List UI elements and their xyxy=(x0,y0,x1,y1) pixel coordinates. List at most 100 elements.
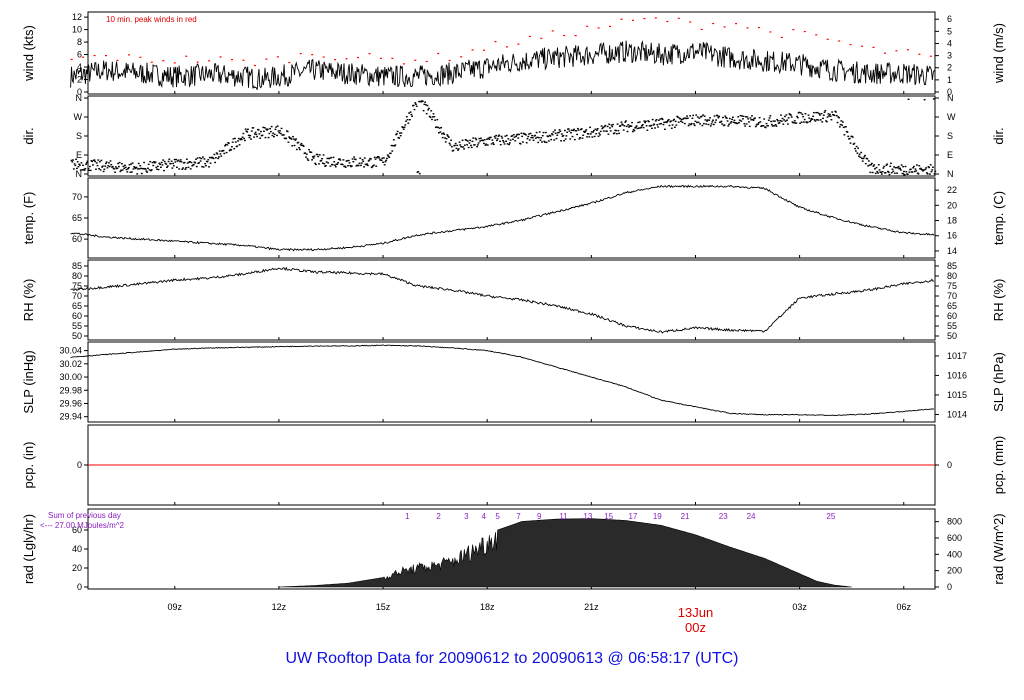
wind-direction-point xyxy=(156,165,159,168)
wind-direction-point xyxy=(816,118,818,121)
wind-direction-point xyxy=(74,164,77,167)
wind-direction-point xyxy=(342,159,345,161)
ytick-label-wind: 6 xyxy=(77,50,82,60)
wind-direction-point xyxy=(653,123,656,125)
wind-direction-point xyxy=(509,142,511,144)
wind-direction-point xyxy=(163,169,165,172)
wind-direction-point xyxy=(386,154,389,156)
wind-direction-point xyxy=(75,167,78,170)
wind-direction-point xyxy=(504,135,507,137)
wind-direction-point xyxy=(513,136,516,138)
wind-peak-point xyxy=(299,53,302,55)
wind-direction-point xyxy=(220,155,223,157)
wind-peak-point xyxy=(483,49,486,51)
wind-direction-point xyxy=(591,136,594,138)
wind-direction-point xyxy=(617,129,620,132)
wind-direction-point xyxy=(305,153,308,155)
wind-direction-point xyxy=(846,131,849,133)
ytick-label-dir: N xyxy=(76,93,83,103)
wind-direction-point xyxy=(384,161,387,163)
wind-direction-point xyxy=(306,158,309,160)
wind-direction-point xyxy=(505,140,507,142)
wind-direction-point xyxy=(86,160,89,162)
wind-direction-point xyxy=(654,127,656,129)
wind-peak-point xyxy=(746,27,749,29)
wind-direction-point xyxy=(103,168,106,170)
ytick-label-slp: 30.02 xyxy=(59,359,82,369)
wind-direction-point xyxy=(624,121,627,123)
wind-direction-point xyxy=(75,158,78,161)
wind-direction-point xyxy=(84,167,87,170)
wind-peak-point xyxy=(357,56,360,59)
ytick-label-right-wind: 5 xyxy=(947,26,952,36)
wind-direction-point xyxy=(507,138,510,140)
wind-direction-point xyxy=(334,166,337,168)
wind-direction-point xyxy=(312,157,315,159)
wind-peak-point xyxy=(185,55,188,57)
wind-direction-point xyxy=(333,161,336,163)
wind-direction-point xyxy=(656,124,659,126)
wind-peak-point xyxy=(815,34,818,36)
wind-direction-point xyxy=(555,137,558,140)
wind-direction-point xyxy=(423,103,426,106)
wind-direction-point xyxy=(582,134,585,136)
wind-direction-point xyxy=(388,156,391,158)
wind-peak-point xyxy=(471,49,474,51)
wind-direction-point xyxy=(82,164,84,167)
wind-direction-point xyxy=(873,164,876,166)
wind-direction-point xyxy=(662,123,665,126)
wind-peak-point xyxy=(838,40,841,42)
wind-direction-point xyxy=(596,129,598,131)
wind-direction-point xyxy=(272,132,275,134)
wind-direction-point xyxy=(224,145,226,147)
wind-direction-point xyxy=(276,125,279,127)
wind-direction-point xyxy=(511,135,514,137)
wind-direction-point xyxy=(841,121,844,123)
wind-direction-point xyxy=(931,169,934,171)
wind-direction-point xyxy=(900,169,902,171)
wind-direction-point xyxy=(413,108,416,111)
wind-direction-point xyxy=(861,157,863,160)
wind-direction-point xyxy=(101,165,104,167)
wind-direction-point xyxy=(468,142,471,144)
wind-direction-point xyxy=(402,126,404,129)
wind-direction-point xyxy=(538,131,541,133)
wind-peak-point xyxy=(792,29,795,31)
ytick-label-wind: 8 xyxy=(77,37,82,47)
wind-direction-point xyxy=(311,159,314,161)
wind-direction-point xyxy=(80,162,83,164)
wind-direction-point xyxy=(560,133,563,135)
wind-direction-point xyxy=(771,125,774,127)
wind-direction-point xyxy=(544,141,546,143)
wind-direction-point xyxy=(418,100,420,103)
wind-direction-point xyxy=(767,125,769,127)
wind-direction-point xyxy=(644,120,647,123)
wind-peak-point xyxy=(494,40,497,43)
wind-direction-point xyxy=(727,125,730,127)
wind-direction-point xyxy=(111,165,114,168)
wind-direction-point xyxy=(227,142,230,144)
wind-direction-point xyxy=(930,170,933,173)
wind-direction-point xyxy=(895,166,898,169)
wind-direction-point xyxy=(286,130,289,133)
date-time-label: 00z xyxy=(685,620,706,635)
wind-direction-point xyxy=(899,167,902,170)
wind-direction-point xyxy=(618,132,621,135)
wind-direction-point xyxy=(891,168,894,170)
wind-direction-point xyxy=(603,125,606,128)
wind-direction-point xyxy=(739,114,742,117)
wind-direction-point xyxy=(622,124,624,126)
wind-direction-point xyxy=(917,173,920,175)
wind-direction-point xyxy=(347,159,350,162)
wind-direction-point xyxy=(344,165,346,167)
wind-direction-point xyxy=(602,126,604,129)
wind-direction-point xyxy=(361,159,364,161)
wind-direction-point xyxy=(608,123,611,125)
wind-direction-point xyxy=(373,156,376,159)
wind-direction-point xyxy=(674,120,677,123)
wind-direction-point xyxy=(437,132,440,134)
wind-direction-point xyxy=(820,112,823,115)
wind-direction-point xyxy=(402,128,405,130)
wind-direction-point xyxy=(842,126,845,129)
